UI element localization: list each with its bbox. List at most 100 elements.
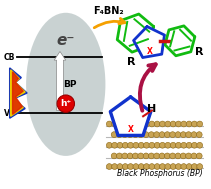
Circle shape <box>181 121 187 127</box>
Circle shape <box>106 121 112 127</box>
Text: X: X <box>128 125 134 134</box>
Polygon shape <box>11 70 25 116</box>
Circle shape <box>159 132 165 138</box>
Text: R: R <box>195 47 204 57</box>
Circle shape <box>176 164 181 170</box>
Text: Black Phosphorus (BP): Black Phosphorus (BP) <box>117 169 203 178</box>
Circle shape <box>154 153 160 159</box>
Circle shape <box>180 132 186 138</box>
Circle shape <box>133 164 139 170</box>
Circle shape <box>186 121 192 127</box>
Circle shape <box>138 153 144 159</box>
Circle shape <box>122 153 128 159</box>
Circle shape <box>186 164 192 170</box>
Polygon shape <box>165 26 195 56</box>
Circle shape <box>176 121 181 127</box>
Circle shape <box>127 153 133 159</box>
Circle shape <box>133 153 138 159</box>
Circle shape <box>111 153 117 159</box>
Circle shape <box>128 142 134 148</box>
Circle shape <box>116 132 122 138</box>
Circle shape <box>133 121 139 127</box>
Circle shape <box>159 153 165 159</box>
Polygon shape <box>13 72 23 114</box>
Circle shape <box>170 153 176 159</box>
Circle shape <box>138 164 144 170</box>
Circle shape <box>128 164 134 170</box>
Text: X: X <box>147 47 153 56</box>
Circle shape <box>128 121 134 127</box>
Circle shape <box>176 142 181 148</box>
Circle shape <box>165 164 171 170</box>
Circle shape <box>143 132 149 138</box>
Circle shape <box>106 164 112 170</box>
Circle shape <box>116 153 122 159</box>
Circle shape <box>191 153 197 159</box>
Circle shape <box>197 164 203 170</box>
Circle shape <box>122 142 128 148</box>
Circle shape <box>133 142 139 148</box>
Circle shape <box>191 132 197 138</box>
Circle shape <box>117 142 123 148</box>
Text: CB: CB <box>4 53 15 62</box>
Circle shape <box>138 132 144 138</box>
Circle shape <box>186 153 192 159</box>
Circle shape <box>111 132 117 138</box>
Text: R: R <box>127 57 136 67</box>
Circle shape <box>117 164 123 170</box>
Circle shape <box>149 164 155 170</box>
Circle shape <box>144 142 149 148</box>
Circle shape <box>133 132 138 138</box>
Circle shape <box>138 121 144 127</box>
Circle shape <box>127 132 133 138</box>
FancyArrow shape <box>54 51 66 110</box>
Circle shape <box>122 121 128 127</box>
Circle shape <box>149 121 155 127</box>
Circle shape <box>170 132 176 138</box>
Circle shape <box>160 142 165 148</box>
Circle shape <box>192 142 197 148</box>
Circle shape <box>144 164 149 170</box>
Text: h⁺: h⁺ <box>60 99 71 108</box>
Circle shape <box>175 132 181 138</box>
Circle shape <box>106 142 112 148</box>
Circle shape <box>144 121 149 127</box>
Circle shape <box>57 95 74 112</box>
Circle shape <box>170 142 176 148</box>
Circle shape <box>165 121 171 127</box>
Circle shape <box>112 142 118 148</box>
Circle shape <box>154 142 160 148</box>
Circle shape <box>154 121 160 127</box>
Circle shape <box>117 121 123 127</box>
Circle shape <box>181 164 187 170</box>
Polygon shape <box>110 97 151 135</box>
Circle shape <box>149 142 155 148</box>
Text: BP: BP <box>63 80 76 89</box>
Ellipse shape <box>26 13 106 156</box>
Circle shape <box>154 132 160 138</box>
Circle shape <box>186 132 192 138</box>
Circle shape <box>149 153 154 159</box>
Circle shape <box>180 153 186 159</box>
Circle shape <box>186 142 192 148</box>
Circle shape <box>160 121 165 127</box>
Circle shape <box>196 132 202 138</box>
Circle shape <box>197 121 203 127</box>
Circle shape <box>181 142 187 148</box>
Polygon shape <box>134 27 164 57</box>
Circle shape <box>149 132 154 138</box>
Circle shape <box>170 121 176 127</box>
Circle shape <box>165 142 171 148</box>
Circle shape <box>122 164 128 170</box>
Text: e⁻: e⁻ <box>57 33 75 48</box>
Text: F₄BN₂: F₄BN₂ <box>93 6 124 16</box>
Circle shape <box>112 164 118 170</box>
Circle shape <box>192 121 197 127</box>
Circle shape <box>175 153 181 159</box>
Circle shape <box>164 153 170 159</box>
Polygon shape <box>117 14 154 52</box>
Circle shape <box>143 153 149 159</box>
Polygon shape <box>10 68 27 118</box>
Circle shape <box>197 142 203 148</box>
Circle shape <box>138 142 144 148</box>
